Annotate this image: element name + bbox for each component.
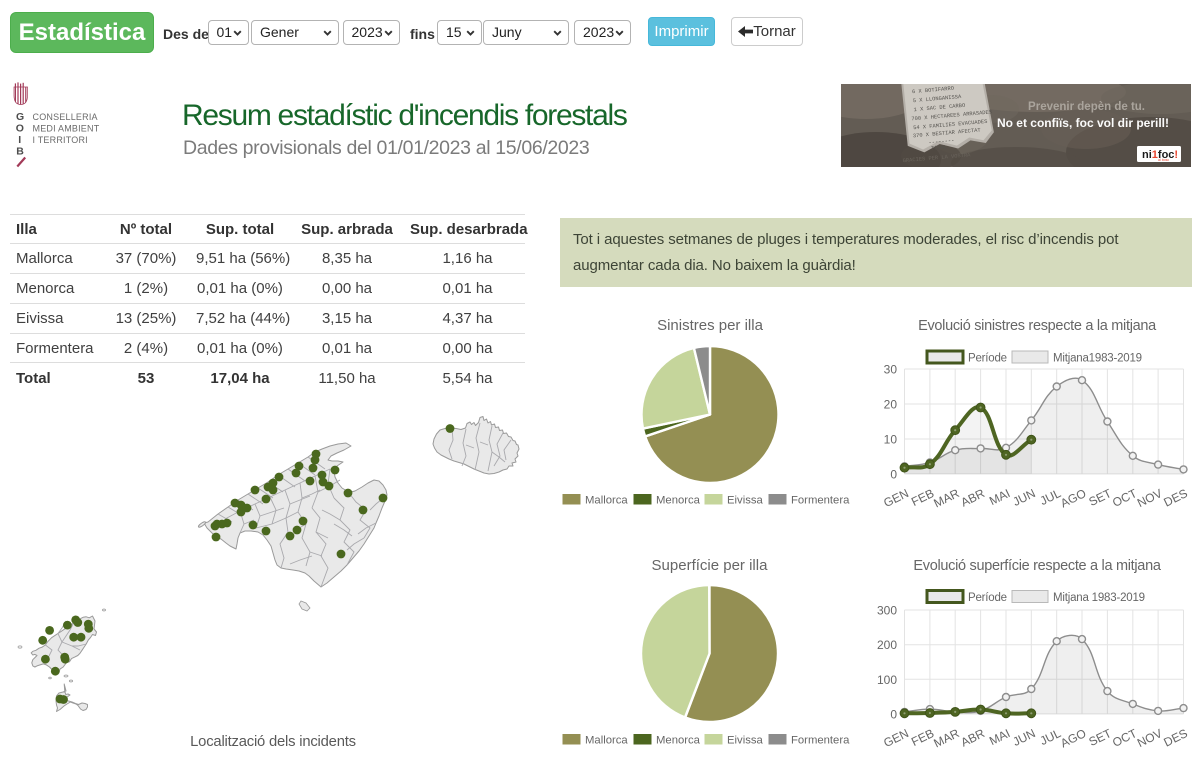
svg-text:MEDI AMBIENT: MEDI AMBIENT (33, 124, 100, 134)
svg-text:ABR: ABR (959, 486, 988, 510)
svg-text:Sinistres per illa: Sinistres per illa (657, 317, 764, 334)
svg-text:DES: DES (1161, 486, 1189, 509)
svg-text:370 X BESTIAR AFECTAT: 370 X BESTIAR AFECTAT (913, 127, 982, 139)
svg-text:JUN: JUN (1010, 726, 1037, 749)
svg-text:Mitjana1983-2019: Mitjana1983-2019 (1053, 353, 1142, 365)
svg-text:Evolució superfície respecte a: Evolució superfície respecte a la mitjan… (913, 558, 1161, 574)
svg-text:Període: Període (968, 592, 1007, 604)
svg-text:Mallorca: Mallorca (585, 735, 628, 747)
svg-text:I TERRITORI: I TERRITORI (33, 135, 88, 145)
svg-text:Mitjana 1983-2019: Mitjana 1983-2019 (1053, 592, 1145, 604)
svg-text:Prevenir depèn de tu.: Prevenir depèn de tu. (1028, 101, 1145, 113)
svg-text:MAR: MAR (931, 726, 961, 750)
svg-text:MAR: MAR (931, 486, 961, 510)
svg-text:Menorca: Menorca (656, 735, 701, 747)
svg-text:100: 100 (877, 673, 897, 687)
svg-text:6 X BOTIFARRO: 6 X BOTIFARRO (912, 86, 954, 96)
svg-text:--------: -------- (928, 138, 954, 146)
svg-text:Localització dels incidents: Localització dels incidents (190, 734, 356, 750)
svg-text:AGO: AGO (1058, 726, 1088, 750)
svg-text:MAI: MAI (987, 486, 1012, 508)
svg-text:200: 200 (877, 638, 897, 652)
svg-text:TOTAL: TOTAL (931, 144, 948, 151)
svg-text:No et confiïs, foc vol dir per: No et confiïs, foc vol dir perill! (997, 116, 1169, 130)
svg-text:G: G (16, 111, 24, 123)
svg-text:Eivissa: Eivissa (727, 495, 763, 507)
svg-text:O: O (16, 123, 24, 135)
svg-text:1 X SAC DE CARBO: 1 X SAC DE CARBO (913, 103, 965, 113)
svg-text:B: B (16, 146, 24, 158)
svg-text:ABR: ABR (959, 726, 988, 750)
svg-text:Mallorca: Mallorca (585, 495, 628, 507)
svg-text:JUN: JUN (1010, 486, 1037, 509)
svg-text:ni1foc!: ni1foc! (1142, 149, 1178, 161)
svg-text:30: 30 (884, 363, 898, 377)
svg-text:MAI: MAI (987, 726, 1012, 748)
svg-text:Eivissa: Eivissa (727, 735, 763, 747)
svg-text:Període: Període (968, 353, 1007, 365)
svg-text:Menorca: Menorca (656, 495, 701, 507)
svg-text:NOV: NOV (1135, 726, 1165, 750)
svg-text:I: I (18, 134, 21, 146)
svg-text:Formentera: Formentera (791, 735, 850, 747)
svg-text:Superfície per illa: Superfície per illa (652, 557, 769, 574)
svg-text:CONSELLERIA: CONSELLERIA (33, 112, 98, 122)
svg-text:Evolució sinistres respecte a: Evolució sinistres respecte a la mitjana (918, 318, 1157, 334)
svg-text:300: 300 (877, 604, 897, 618)
svg-text:20: 20 (884, 398, 898, 412)
svg-text:DES: DES (1161, 726, 1189, 749)
svg-text:0: 0 (890, 468, 897, 482)
svg-text:5 X LLONGANISSA: 5 X LLONGANISSA (913, 94, 963, 104)
svg-text:Formentera: Formentera (791, 495, 850, 507)
svg-text:0: 0 (890, 708, 897, 722)
svg-text:al bosc: al bosc (1158, 158, 1169, 162)
svg-text:NOV: NOV (1135, 486, 1165, 510)
svg-text:AGO: AGO (1058, 486, 1088, 510)
svg-text:GRACIES PER LA VOSTRA: GRACIES PER LA VOSTRA (902, 152, 971, 164)
svg-text:10: 10 (884, 433, 898, 447)
svg-text:GEN: GEN (881, 486, 911, 510)
svg-text:GEN: GEN (881, 726, 911, 750)
